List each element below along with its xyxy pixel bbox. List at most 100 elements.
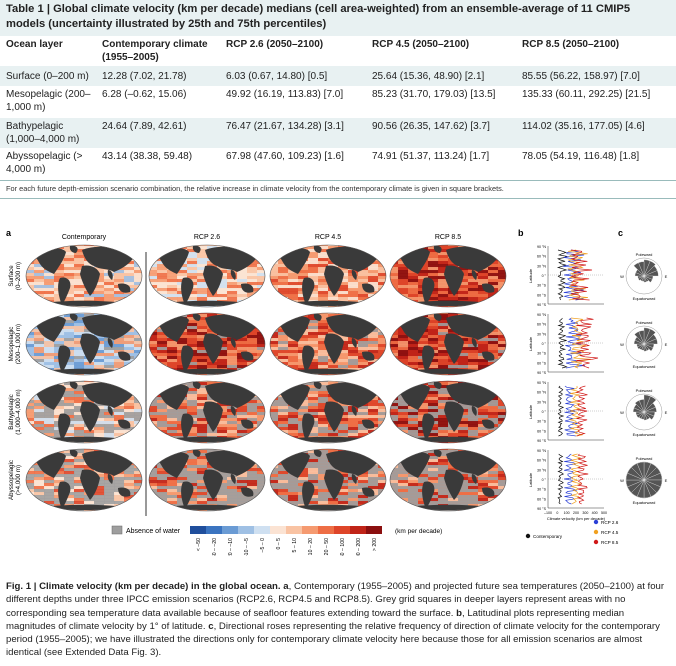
col-title-rcp85: RCP 8.5 <box>435 234 461 241</box>
cell-rcp45: 74.91 (51.37, 113.24) [1.7] <box>372 151 490 162</box>
latitude-series-line <box>557 317 568 369</box>
climate-velocity-map <box>269 312 387 376</box>
colorbar-tick-label: –5 – 0 <box>260 538 266 553</box>
colorbar-tick-label: > 200 <box>372 538 378 551</box>
rose-petal <box>643 260 656 277</box>
x-tick-label: 400 <box>592 511 598 515</box>
climate-velocity-map <box>269 244 387 308</box>
caption-a-text: , Contemporary (1955–2005) and projected… <box>6 581 665 619</box>
rose-petal <box>643 275 653 283</box>
colorbar-tick-label: 20 – 50 <box>324 538 330 555</box>
direction-rose: Poleward Equatorward W E <box>620 252 668 301</box>
rose-petal <box>643 275 647 283</box>
rose-label-east: E <box>665 410 668 415</box>
cell-rcp85: 114.02 (35.16, 177.05) [4.6] <box>522 121 645 132</box>
rose-label-equatorward: Equatorward <box>633 364 656 369</box>
rose-petal <box>639 399 645 413</box>
colorbar-swatch <box>254 526 270 534</box>
cell-rcp85: 135.33 (60.11, 292.25) [21.5] <box>522 89 651 100</box>
climate-velocity-map <box>389 448 507 512</box>
legend-marker <box>593 519 599 525</box>
colorbar-unit: (km per decade) <box>395 528 442 535</box>
cell-contemporary: 6.28 (–0.62, 15.06) <box>102 89 187 100</box>
rose-label-west: W <box>620 478 624 483</box>
latitude-series-line <box>575 385 588 437</box>
rose-label-east: E <box>665 274 668 279</box>
latitude-series-line <box>570 249 593 301</box>
latitude-tick-label: 30 °N <box>537 468 546 472</box>
legend-label: RCP 2.6 <box>601 520 619 525</box>
latitude-tick-label: 30 °S <box>537 352 546 356</box>
latitude-tick-label: 90 °N <box>537 313 546 317</box>
x-tick-label: 0 <box>556 511 558 515</box>
row-label-bathypelagic-depth: (1,000–4,000 m) <box>15 389 22 434</box>
latitude-tick-label: 30 °N <box>537 400 546 404</box>
cell-rcp85: 85.55 (56.22, 158.97) [7.0] <box>522 71 640 82</box>
rose-label-west: W <box>620 342 624 347</box>
climate-velocity-map <box>148 380 266 444</box>
latitude-tick-label: 30 °N <box>537 332 546 336</box>
row-label-bathypelagic: Bathypelagic <box>8 394 15 429</box>
latitude-tick-label: 60 °S <box>537 361 546 365</box>
rose-petal <box>638 261 645 277</box>
header-rcp85: RCP 8.5 (2050–2100) <box>522 39 620 50</box>
latitude-tick-label: 90 °S <box>537 439 546 443</box>
legend-label: RCP 8.5 <box>601 540 619 545</box>
figure-1: a b c Contemporary RCP 2.6 RCP 4.5 RCP 8… <box>6 228 668 556</box>
colorbar-tick-label: 10 – 20 <box>308 538 314 555</box>
latitude-axis-label: Latitude <box>528 472 533 487</box>
latitude-plot: 90 °N 60 °N 30 °N 0 ° 30 °S 60 °S 90 °S Latitud… <box>528 313 604 375</box>
colorbar-swatch <box>334 526 350 534</box>
climate-velocity-map <box>148 448 266 512</box>
rose-petal <box>643 396 657 413</box>
row-label-abyssopelagic-depth: (>4,000 m) <box>15 465 22 495</box>
table-title: Table 1 | Global climate velocity (km pe… <box>6 2 666 32</box>
latitude-tick-label: 0 ° <box>542 342 547 346</box>
rose-label-poleward: Poleward <box>636 456 653 461</box>
colorbar-tick-label: < –50 <box>196 538 202 551</box>
latitude-tick-label: 90 °S <box>537 371 546 375</box>
colorbar-swatch <box>302 526 318 534</box>
rose-label-equatorward: Equatorward <box>633 500 656 505</box>
cell-layer: Surface (0–200 m) <box>6 71 89 82</box>
cell-rcp26: 6.03 (0.67, 14.80) [0.5] <box>226 71 328 82</box>
latitude-axis-label: Latitude <box>528 336 533 351</box>
panel-b-label: b <box>518 228 524 238</box>
latitude-series-line <box>562 249 585 301</box>
colorbar-tick-label: –50 – –20 <box>212 538 218 556</box>
latitude-tick-label: 60 °N <box>537 255 546 259</box>
legend-marker <box>593 529 599 535</box>
colorbar-swatch <box>238 526 254 534</box>
x-tick-label: 500 <box>601 511 607 515</box>
cell-rcp26: 49.92 (16.19, 113.83) [7.0] <box>226 89 344 100</box>
caption-title: Fig. 1 | Climate velocity (km per decade… <box>6 581 281 592</box>
latitude-plot: 90 °N 60 °N 30 °N 0 ° 30 °S 60 °S 90 °S Latitud… <box>528 449 604 511</box>
panel-c-label: c <box>618 228 623 238</box>
cell-rcp26: 76.47 (21.67, 134.28) [3.1] <box>226 121 344 132</box>
latitude-tick-label: 0 ° <box>542 478 547 482</box>
colorbar-swatch <box>318 526 334 534</box>
latitude-tick-label: 0 ° <box>542 274 547 278</box>
latitude-series-line <box>567 249 588 301</box>
latitude-tick-label: 90 °S <box>537 507 546 511</box>
cell-rcp45: 90.56 (26.35, 147.62) [3.7] <box>372 121 490 132</box>
cell-rcp45: 25.64 (15.36, 48.90) [2.1] <box>372 71 485 82</box>
latitude-tick-label: 60 °S <box>537 429 546 433</box>
latitude-series-line <box>556 249 568 301</box>
table-header-row: Ocean layer Contemporary climate (1955–2… <box>0 36 676 66</box>
colorbar-tick-label: 50 – 100 <box>340 538 346 556</box>
latitude-series-line <box>557 385 565 437</box>
climate-velocity-map <box>25 380 143 444</box>
rose-petal <box>643 328 656 345</box>
table-title-text: Global climate velocity (km per decade) … <box>6 3 631 30</box>
colorbar-swatch <box>206 526 222 534</box>
rose-petal <box>638 330 645 345</box>
table-row: Surface (0–200 m) 12.28 (7.02, 21.78) 6.… <box>0 66 676 86</box>
direction-rose: Poleward Equatorward W E <box>620 320 668 369</box>
absence-of-water-label: Absence of water <box>126 528 181 535</box>
latitude-series-line <box>569 385 583 437</box>
x-axis-label: Climate velocity (km per decade) <box>547 516 606 521</box>
row-label-surface-depth: (0–200 m) <box>15 262 22 290</box>
climate-velocity-map <box>389 312 507 376</box>
rose-label-equatorward: Equatorward <box>633 432 656 437</box>
